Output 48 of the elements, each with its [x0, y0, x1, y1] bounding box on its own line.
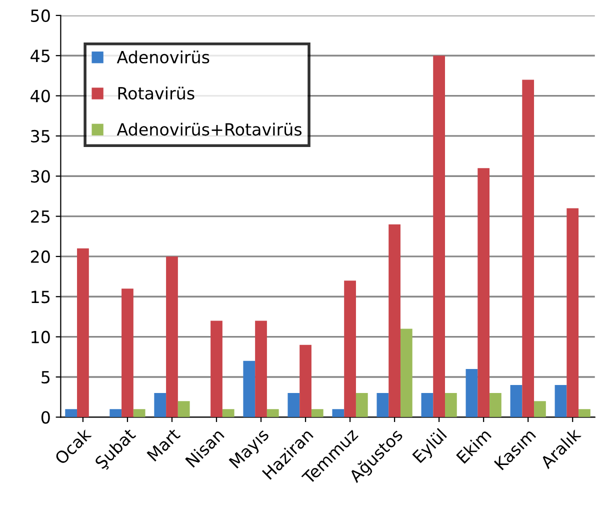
bar — [222, 409, 234, 418]
bar — [77, 248, 89, 418]
y-tick-label: 5 — [42, 371, 50, 384]
bar — [490, 393, 502, 418]
bar — [466, 368, 478, 418]
bar — [388, 224, 400, 418]
bar — [376, 393, 389, 418]
bar — [154, 393, 166, 418]
bar — [400, 328, 412, 418]
bar — [478, 168, 490, 418]
y-tick-label: 50 — [31, 9, 50, 22]
bar — [210, 320, 222, 418]
bar — [554, 385, 567, 418]
y-tick-label: 15 — [32, 290, 50, 304]
legend-label: Adenovirüs+Rotavirüs — [116, 122, 302, 136]
bar — [522, 80, 534, 418]
bar — [178, 401, 190, 418]
bar — [166, 256, 178, 418]
y-tick-label: 20 — [30, 250, 50, 264]
bar — [110, 409, 122, 418]
y-tick-label: 10 — [32, 330, 50, 344]
y-tick-label: 35 — [31, 130, 50, 143]
y-tick-label: 0 — [41, 411, 50, 424]
bar — [433, 56, 445, 418]
bar — [344, 280, 356, 418]
bar — [356, 393, 368, 418]
bar — [534, 401, 546, 418]
bar — [243, 360, 256, 418]
bar — [122, 288, 134, 418]
bar — [421, 393, 434, 418]
y-tick-label: 45 — [30, 50, 50, 62]
bar — [255, 320, 267, 418]
y-tick-label: 25 — [30, 210, 50, 223]
bar — [445, 393, 457, 418]
legend-label: Adenovirüs — [116, 50, 210, 64]
bar — [288, 393, 300, 418]
bar — [65, 409, 78, 418]
bar — [133, 409, 146, 418]
bar — [332, 409, 344, 418]
bar — [300, 344, 312, 418]
y-tick-label: 30 — [31, 170, 50, 183]
bar — [566, 208, 579, 418]
bar — [266, 409, 279, 418]
legend-label: Rotavirüs — [118, 86, 194, 100]
bar — [311, 409, 324, 418]
bar — [578, 409, 590, 418]
y-tick-label: 40 — [30, 90, 50, 102]
bar — [510, 385, 522, 418]
